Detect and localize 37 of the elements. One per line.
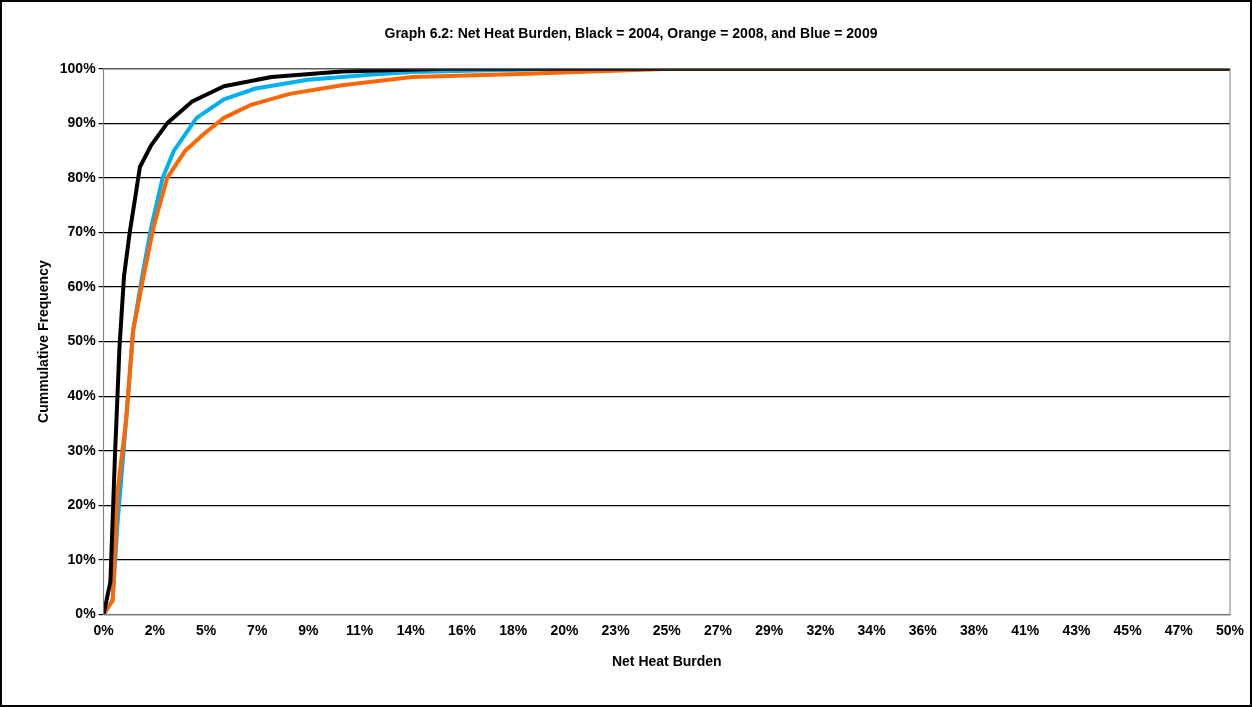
y-tick-label: 90% xyxy=(67,114,97,131)
chart-title: Graph 6.2: Net Heat Burden, Black = 2004, Orange = 2008, and Blue = 2009 xyxy=(384,25,878,42)
y-tick-label: 60% xyxy=(67,277,97,294)
x-tick-label: 2% xyxy=(144,621,166,638)
x-tick-label: 34% xyxy=(857,621,887,638)
x-tick-label: 32% xyxy=(806,621,835,638)
x-tick-label: 50% xyxy=(1215,621,1245,638)
y-tick-label: 20% xyxy=(67,496,97,513)
x-tick-label: 45% xyxy=(1113,621,1143,638)
y-tick-label: 100% xyxy=(59,59,97,76)
x-tick-label: 38% xyxy=(959,621,989,638)
y-tick-label: 80% xyxy=(67,168,97,185)
x-tick-label: 14% xyxy=(396,621,426,638)
x-tick-label: 47% xyxy=(1164,621,1194,638)
x-tick-label: 5% xyxy=(195,621,217,638)
x-tick-label: 0% xyxy=(93,621,115,638)
x-tick-label: 29% xyxy=(755,621,784,638)
x-axis-title: Net Heat Burden xyxy=(611,653,722,670)
x-tick-label: 25% xyxy=(652,621,682,638)
y-tick-label: 70% xyxy=(67,223,97,240)
x-tick-label: 43% xyxy=(1062,621,1091,638)
x-tick-label: 18% xyxy=(499,621,528,638)
x-tick-label: 41% xyxy=(1011,621,1040,638)
x-tick-label: 11% xyxy=(345,621,374,638)
x-tick-label: 20% xyxy=(550,621,579,638)
x-tick-label: 36% xyxy=(908,621,938,638)
y-tick-label: 50% xyxy=(67,332,97,349)
x-tick-label: 27% xyxy=(703,621,733,638)
x-tick-label: 16% xyxy=(447,621,477,638)
y-tick-label: 0% xyxy=(75,605,97,622)
y-tick-label: 10% xyxy=(67,550,97,567)
y-tick-label: 30% xyxy=(67,441,97,458)
x-tick-label: 23% xyxy=(601,621,631,638)
y-tick-label: 40% xyxy=(67,387,97,404)
x-tick-label: 7% xyxy=(247,621,268,638)
x-tick-label: 9% xyxy=(298,621,320,638)
y-axis-title: Cummulative Frequency xyxy=(35,260,52,423)
